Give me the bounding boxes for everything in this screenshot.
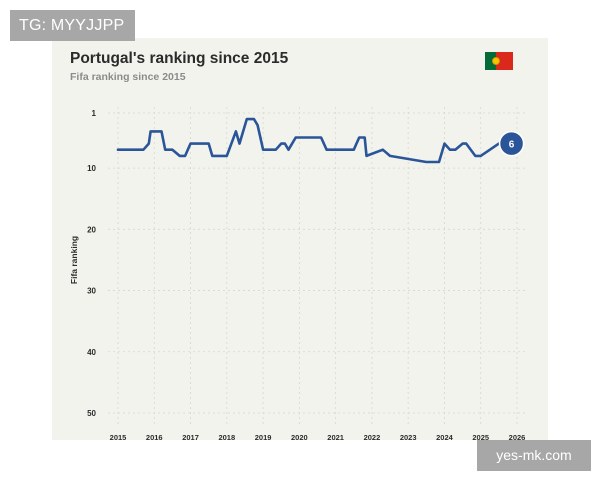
chart-subtitle: Fifa ranking since 2015 <box>70 71 186 83</box>
x-tick-label: 2024 <box>436 433 454 442</box>
x-tick-label: 2015 <box>110 433 127 442</box>
y-tick-label: 1 <box>92 109 97 118</box>
end-marker <box>498 130 525 157</box>
y-tick-label: 50 <box>87 409 96 418</box>
watermark: yes-mk.com <box>477 440 591 471</box>
x-tick-label: 2017 <box>182 433 199 442</box>
flag-seal <box>492 57 500 65</box>
tg-badge: TG: MYYJJPP <box>10 10 135 41</box>
x-tick-label: 2020 <box>291 433 308 442</box>
x-tick-label: 2021 <box>327 433 344 442</box>
chart-title: Portugal's ranking since 2015 <box>70 50 289 67</box>
y-tick-label: 20 <box>87 225 96 234</box>
y-tick-label: 10 <box>87 164 96 173</box>
end-marker-label: 6 <box>509 140 515 151</box>
portugal-flag-icon <box>485 52 513 70</box>
x-tick-label: 2016 <box>146 433 163 442</box>
x-tick-label: 2019 <box>255 433 272 442</box>
y-tick-label: 30 <box>87 287 96 296</box>
x-tick-label: 2022 <box>364 433 381 442</box>
y-axis-label: Fifa ranking <box>69 236 79 284</box>
flag-red-field <box>496 52 513 70</box>
x-tick-label: 2026 <box>509 433 526 442</box>
series-line <box>116 117 513 164</box>
x-tick-label: 2023 <box>400 433 417 442</box>
y-tick-label: 40 <box>87 348 96 357</box>
flag-green-field <box>485 52 496 70</box>
x-tick-label: 2018 <box>218 433 235 442</box>
chart-card <box>52 38 548 440</box>
x-tick-label: 2025 <box>472 433 489 442</box>
